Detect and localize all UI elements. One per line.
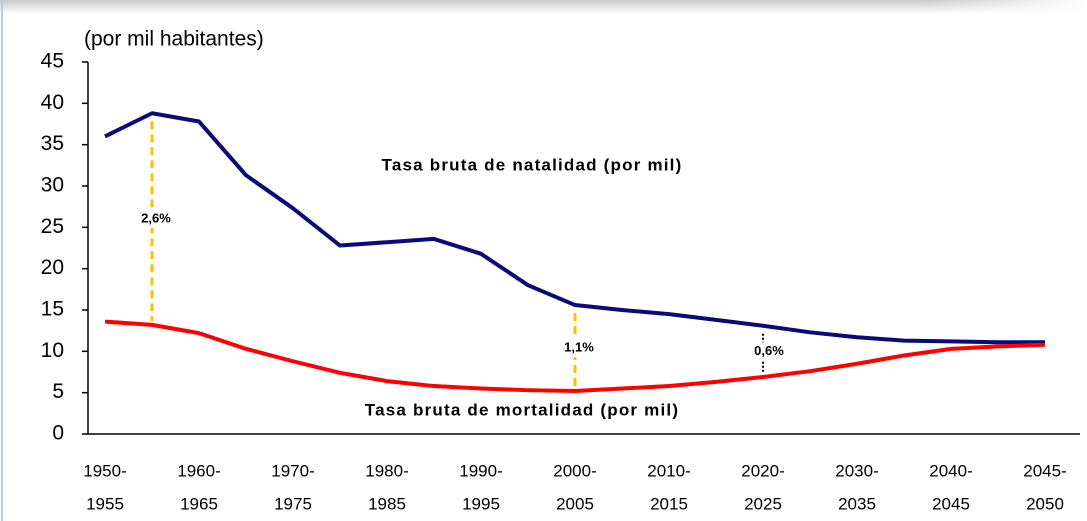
x-tick-label: 1985 (368, 494, 406, 513)
x-tick-label: 1975 (274, 494, 312, 513)
x-tick-label: 2030- (835, 461, 878, 480)
series-label: Tasa bruta de mortalidad (por mil) (365, 400, 679, 419)
x-tick-label: 1950- (83, 461, 126, 480)
x-tick-label: 2005 (556, 494, 594, 513)
y-tick-label: 15 (41, 298, 64, 321)
x-tick-label: 2035 (838, 494, 876, 513)
x-tick-label: 1965 (180, 494, 218, 513)
y-tick-label: 5 (52, 380, 64, 403)
y-tick-label: 45 (41, 50, 64, 73)
x-tick-label: 2045- (1023, 461, 1066, 480)
x-tick-label: 1990- (459, 461, 502, 480)
series-line (104, 111, 1045, 345)
x-tick-label: 2025 (744, 494, 782, 513)
x-tick-label: 1960- (177, 461, 220, 480)
x-tick-label: 2015 (650, 494, 688, 513)
x-tick-label: 2010- (647, 461, 690, 480)
annotation-bg (749, 342, 789, 361)
y-tick-label: 30 (41, 174, 64, 197)
annotation-bg (559, 339, 599, 358)
annotation: 0,6% (754, 343, 784, 358)
x-tick-label: 1995 (462, 494, 500, 513)
y-tick-label: 35 (41, 132, 64, 155)
y-tick-label: 25 (41, 215, 64, 238)
x-tick-label: 1980- (365, 461, 408, 480)
series-line (104, 319, 1046, 394)
x-tick-label: 1955 (86, 494, 124, 513)
annotation: 2,6% (141, 211, 171, 226)
x-tick-label: 2045 (932, 494, 970, 513)
y-tick-label: 0 (52, 422, 64, 445)
series-label: Tasa bruta de natalidad (por mil) (382, 155, 683, 174)
y-tick-label: 10 (41, 339, 64, 362)
chart-title: (por mil habitantes) (84, 28, 264, 51)
y-tick-label: 40 (41, 91, 64, 114)
top-shadow-fade (0, 0, 1087, 14)
x-tick-label: 2020- (741, 461, 784, 480)
annotation: 1,1% (564, 339, 594, 354)
x-tick-label: 1970- (271, 461, 314, 480)
x-tick-label: 2000- (553, 461, 596, 480)
annotation-bg (136, 210, 176, 229)
y-tick-label: 20 (41, 256, 64, 279)
x-tick-label: 2040- (929, 461, 972, 480)
x-tick-label: 2050 (1026, 494, 1064, 513)
